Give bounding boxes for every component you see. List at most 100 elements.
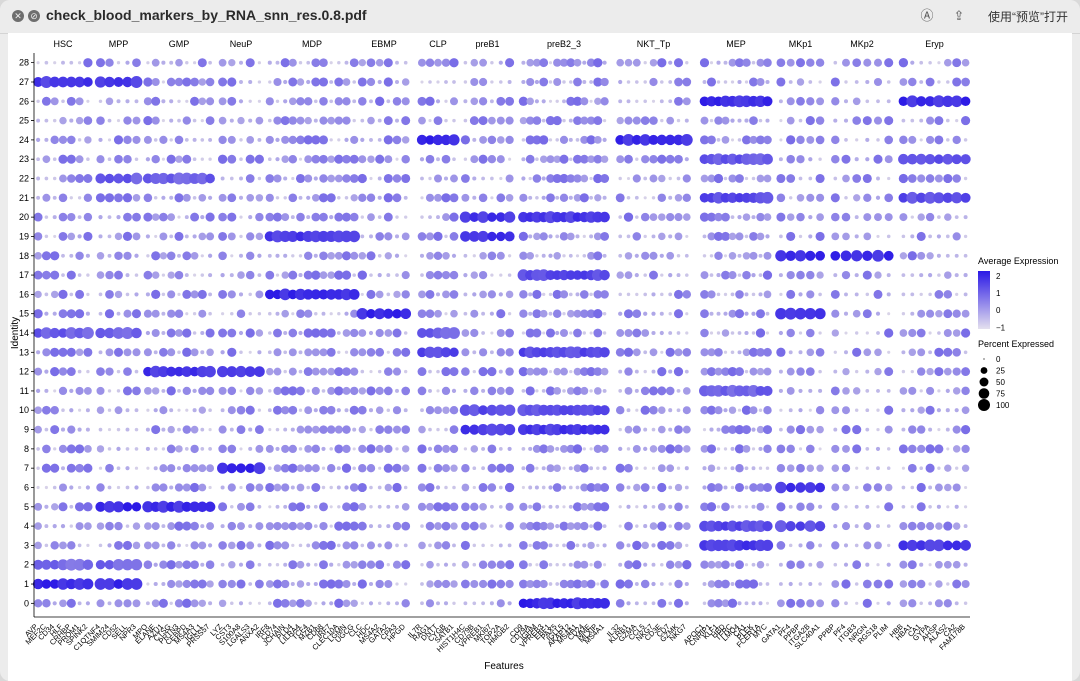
dot <box>876 408 880 412</box>
dot <box>946 447 950 451</box>
dot <box>806 464 815 472</box>
dot <box>833 176 838 181</box>
dot <box>85 408 90 413</box>
dot <box>749 483 758 492</box>
dot <box>830 193 840 203</box>
dot <box>275 99 280 104</box>
dot <box>273 405 282 415</box>
dot <box>254 154 264 164</box>
dot <box>734 444 745 454</box>
dot <box>618 253 623 258</box>
dot <box>60 427 66 432</box>
dot <box>105 97 114 106</box>
legend-percent-tick: 25 <box>996 367 1005 376</box>
dot <box>756 58 765 67</box>
dot <box>428 369 432 374</box>
dot <box>95 560 106 570</box>
dot <box>640 483 650 492</box>
dot <box>534 99 539 104</box>
share-icon[interactable]: ⇪ <box>953 8 965 23</box>
dot <box>579 367 589 376</box>
dot <box>268 80 272 84</box>
dot <box>267 466 272 471</box>
dot <box>116 119 121 123</box>
dot <box>229 176 234 181</box>
dot <box>123 212 132 222</box>
dot <box>886 80 891 84</box>
dot <box>580 174 589 183</box>
dot <box>159 212 168 222</box>
group-header-mkp2: MKp2 <box>850 39 874 49</box>
dot <box>844 601 848 606</box>
dot <box>641 329 650 337</box>
dot <box>433 251 443 261</box>
dot <box>684 118 689 123</box>
dot <box>589 234 594 239</box>
dot <box>569 157 573 161</box>
dot <box>589 331 593 335</box>
markup-icon[interactable]: Ⓐ <box>920 8 934 23</box>
dot <box>505 290 514 299</box>
dot <box>478 483 488 492</box>
x-axis-title: Features <box>484 661 523 672</box>
dot <box>197 501 208 513</box>
dot <box>309 230 322 243</box>
dot <box>593 232 602 241</box>
dot <box>852 387 861 395</box>
dot <box>248 99 252 103</box>
dot <box>952 348 961 357</box>
dot <box>461 174 470 183</box>
dot <box>723 176 728 181</box>
dot <box>58 135 68 144</box>
dot <box>96 599 105 608</box>
dot <box>175 58 183 67</box>
close-icon[interactable]: ✕ <box>12 10 24 22</box>
dot <box>917 367 926 376</box>
dot <box>952 329 961 337</box>
dot <box>786 289 796 299</box>
dot <box>368 581 374 587</box>
dot <box>190 251 199 260</box>
dot <box>586 135 596 145</box>
dot <box>562 543 566 548</box>
dot <box>114 599 123 608</box>
dot <box>434 522 442 531</box>
dot <box>217 462 229 474</box>
dot <box>114 406 123 415</box>
dot <box>865 157 870 162</box>
dot <box>735 232 744 241</box>
dot <box>113 347 124 357</box>
open-with-preview-button[interactable]: 使用“预览”打开 <box>988 10 1068 24</box>
dot <box>546 193 555 203</box>
dot <box>937 466 941 470</box>
dot <box>634 601 639 606</box>
dot <box>41 96 51 106</box>
dot <box>395 504 399 509</box>
dot <box>169 601 173 605</box>
dot <box>943 599 952 608</box>
dot <box>334 425 343 434</box>
dot <box>248 215 253 220</box>
minimize-icon[interactable]: ⊘ <box>28 10 40 22</box>
dot <box>461 502 470 512</box>
dot <box>596 582 600 586</box>
dot <box>481 388 486 393</box>
dot <box>304 251 313 260</box>
dot <box>778 330 784 336</box>
dot <box>350 367 359 376</box>
dot <box>555 562 559 567</box>
dot <box>190 560 199 570</box>
dot <box>122 540 133 550</box>
dot <box>192 312 197 316</box>
identity-label: 4 <box>24 521 29 531</box>
dot <box>450 174 458 183</box>
dot <box>461 483 470 492</box>
dot <box>702 601 707 606</box>
dot <box>461 560 470 569</box>
dot <box>384 367 393 376</box>
dot <box>296 135 305 145</box>
dot <box>377 485 382 490</box>
dot <box>433 116 443 125</box>
dot <box>198 541 207 550</box>
dot <box>459 211 472 223</box>
